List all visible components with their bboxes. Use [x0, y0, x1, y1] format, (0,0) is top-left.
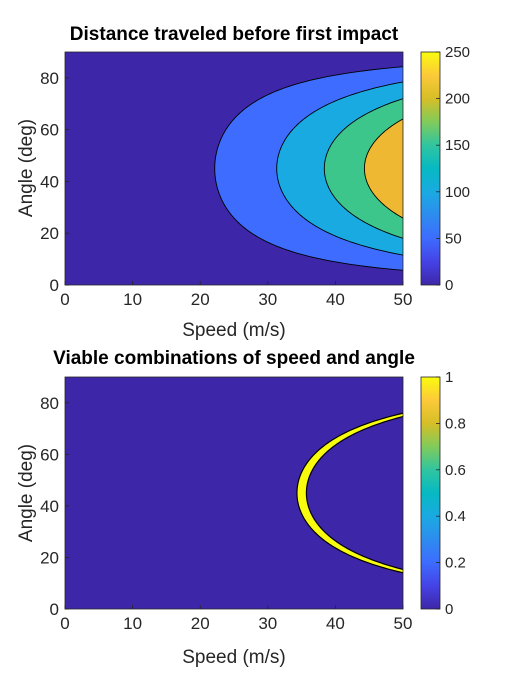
chart1-title: Distance traveled before first impact: [70, 24, 399, 45]
chart1-xtick-label-0: 0: [60, 290, 69, 309]
chart2-ytick-label-1: 20: [40, 548, 59, 567]
contour-line-100: [276, 81, 403, 256]
contour-fill-level-4: [364, 118, 403, 219]
chart2-ytick-label-3: 60: [40, 445, 59, 464]
chart1-axes: 0 10 20 30 40 50 0 20 40 60 80: [40, 51, 413, 309]
chart2-cb-tick-label-0: 0: [445, 601, 453, 618]
chart-viable: Viable combinations of speed and angle 0…: [16, 348, 466, 668]
chart1-cb-tick-label-0: 0: [445, 277, 453, 294]
chart2-ytick-label-0: 0: [50, 600, 59, 619]
chart1-ytick-label-0: 0: [50, 276, 59, 295]
chart2-axes: 0 10 20 30 40 50 0 20 40 60 80: [40, 376, 413, 633]
chart1-ylabel: Angle (deg): [16, 119, 37, 217]
chart1-ytick-label-1: 20: [40, 224, 59, 243]
chart2-xlabel: Speed (m/s): [182, 647, 285, 668]
chart2-cb-tick-label-3: 0.6: [445, 462, 466, 479]
chart2-xtick-label-3: 30: [258, 614, 277, 633]
chart2-plot-area: [65, 377, 403, 609]
chart1-xtick-label-1: 10: [123, 290, 142, 309]
viable-background: [65, 377, 403, 609]
chart2-colorbar-ticks: 0 0.2 0.4 0.6 0.8 1: [436, 369, 466, 618]
chart2-axes-box: [64, 376, 404, 610]
chart1-xtick-label-2: 20: [191, 290, 210, 309]
chart2-ylabel: Angle (deg): [16, 444, 37, 542]
chart1-xtick-label-5: 50: [394, 290, 413, 309]
chart1-cb-tick-label-3: 150: [445, 137, 470, 154]
chart1-ytick-label-2: 40: [40, 172, 59, 191]
chart2-xtick-label-5: 50: [394, 614, 413, 633]
chart2-ytick-label-2: 40: [40, 497, 59, 516]
chart1-plot-area: [65, 52, 403, 285]
chart2-xtick-label-0: 0: [60, 614, 69, 633]
chart2-colorbar: [420, 376, 441, 610]
chart1-cb-tick-label-2: 100: [445, 184, 470, 201]
chart-distance: Distance traveled before first impact 0 1…: [16, 24, 470, 341]
chart1-ytick-label-3: 60: [40, 121, 59, 140]
chart1-colorbar: [420, 51, 441, 286]
chart2-xtick-label-2: 20: [191, 614, 210, 633]
chart1-xtick-label-4: 40: [326, 290, 345, 309]
chart2-cb-tick-label-1: 0.2: [445, 555, 466, 572]
chart1-cb-tick-label-4: 200: [445, 91, 470, 108]
chart1-axes-box: [64, 51, 404, 286]
chart1-xlabel: Speed (m/s): [182, 320, 285, 341]
chart2-cb-tick-label-2: 0.4: [445, 508, 466, 525]
chart1-colorbar-ticks: 0 50 100 150 200 250: [436, 44, 470, 294]
contour-line-150: [323, 98, 403, 239]
chart2-cb-tick-label-4: 0.8: [445, 415, 466, 432]
chart2-title: Viable combinations of speed and angle: [53, 348, 415, 369]
chart2-cb-tick-label-5: 1: [445, 369, 453, 386]
chart1-xtick-label-3: 30: [258, 290, 277, 309]
chart2-xtick-label-4: 40: [326, 614, 345, 633]
contour-line-50: [214, 66, 403, 271]
chart1-cb-tick-label-5: 250: [445, 44, 470, 61]
viable-band: [296, 412, 403, 574]
contour-line-200: [363, 118, 403, 219]
chart2-ytick-label-4: 80: [40, 394, 59, 413]
chart1-cb-tick-label-1: 50: [445, 230, 462, 247]
chart1-ytick-label-4: 80: [40, 69, 59, 88]
chart2-xtick-label-1: 10: [123, 614, 142, 633]
